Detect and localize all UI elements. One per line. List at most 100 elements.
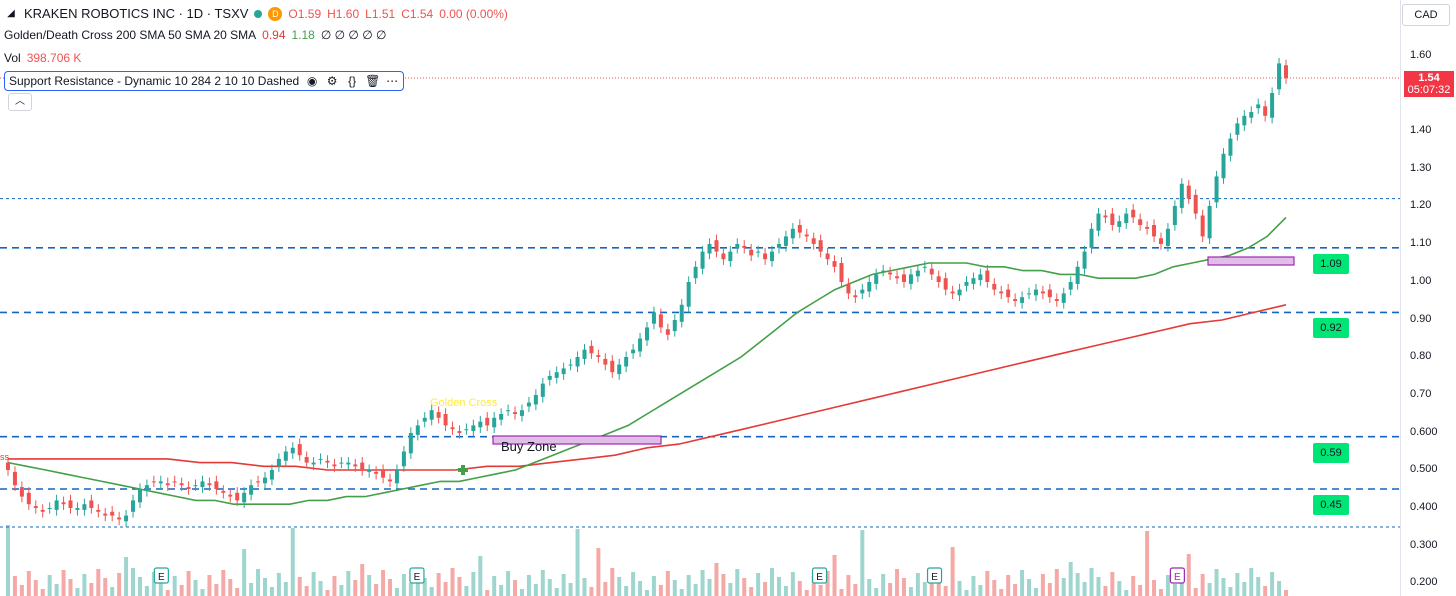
status-dot-icon: [254, 9, 263, 18]
candle: [110, 506, 115, 522]
volume-bar: [950, 547, 955, 596]
volume-bar: [75, 588, 80, 596]
volume-bar: [846, 575, 851, 596]
volume-bar: [790, 572, 795, 596]
volume-bar: [6, 525, 10, 596]
chevron-up-icon[interactable]: ︿: [8, 93, 32, 111]
candle: [832, 255, 837, 273]
volume-bar: [1284, 590, 1288, 596]
candle: [679, 299, 684, 328]
candle: [318, 453, 323, 465]
candle: [388, 473, 393, 488]
volume-bar: [707, 579, 712, 596]
volume-bar: [1165, 575, 1170, 596]
sr-legend[interactable]: Support Resistance - Dynamic 10 284 2 10…: [4, 71, 405, 91]
candle: [1006, 283, 1011, 303]
volume-bar: [797, 581, 802, 596]
y-tick-label: 1.10: [1410, 237, 1432, 249]
candle: [526, 396, 531, 413]
indicator-legend[interactable]: Golden/Death Cross 200 SMA 50 SMA 20 SMA…: [4, 28, 386, 42]
symbol-title[interactable]: KRAKEN ROBOTICS INC · 1D · TSXV: [24, 6, 249, 21]
volume-bar: [811, 576, 816, 596]
volume-bar: [249, 583, 254, 596]
volume-bar: [1054, 569, 1059, 596]
indicator-empty-values: ∅ ∅ ∅ ∅ ∅: [320, 28, 387, 42]
volume-legend[interactable]: Vol 398.706 K: [4, 51, 81, 65]
volume-bar: [325, 590, 330, 596]
candle: [804, 228, 809, 243]
volume-bar: [332, 576, 337, 596]
candle: [457, 425, 462, 439]
braces-icon[interactable]: {}: [348, 74, 357, 88]
price-chart[interactable]: Golden Cross Buy Zone ss E E E E E: [0, 0, 1400, 596]
volume-bar: [1249, 568, 1254, 596]
y-tick-label: 0.600: [1410, 426, 1438, 438]
candle: [54, 494, 59, 516]
volume-bar: [853, 584, 858, 596]
candle: [450, 421, 455, 435]
volume-bar: [339, 585, 344, 596]
candle: [950, 285, 955, 300]
currency-selector[interactable]: CAD: [1402, 4, 1450, 26]
volume-bar: [1082, 582, 1087, 596]
candle: [651, 306, 656, 330]
volume-bar: [221, 570, 226, 596]
candle: [464, 423, 469, 435]
candle: [596, 349, 601, 363]
volume-bar: [985, 571, 990, 596]
candle: [471, 419, 476, 437]
indicator-name[interactable]: Golden/Death Cross 200 SMA 50 SMA 20 SMA: [4, 28, 257, 42]
price-axis[interactable]: [1400, 0, 1456, 596]
candle: [492, 412, 497, 433]
volume-bar: [200, 589, 205, 596]
volume-bar: [506, 571, 511, 596]
candle: [749, 244, 754, 262]
gear-icon[interactable]: ⚙: [326, 74, 338, 88]
candle: [89, 494, 94, 514]
earnings-icon: E: [811, 567, 828, 584]
candle: [26, 487, 31, 510]
eye-icon[interactable]: ◉: [306, 74, 318, 88]
volume-bar: [783, 586, 788, 596]
candle: [137, 483, 142, 508]
current-price-label: 1.54 05:07:32: [1404, 71, 1454, 97]
symbol-legend[interactable]: ◢ KRAKEN ROBOTICS INC · 1D · TSXV D O1.5…: [4, 6, 508, 21]
candle: [825, 247, 830, 265]
more-icon[interactable]: ⋯: [386, 74, 399, 88]
top-zone-box: [1207, 256, 1295, 266]
candle: [575, 351, 580, 373]
sr-level-label: 1.09: [1313, 253, 1349, 274]
volume-bar: [1186, 554, 1191, 596]
candle: [408, 427, 413, 459]
volume-bar: [346, 571, 351, 596]
volume-bar: [12, 576, 17, 596]
sr-level-label: 0.59: [1313, 442, 1349, 463]
candle: [228, 489, 233, 503]
candle: [957, 283, 962, 301]
volume-bar: [915, 573, 920, 596]
candle: [200, 475, 205, 493]
trash-icon[interactable]: 🗑: [365, 74, 381, 88]
volume-bar: [672, 580, 677, 596]
volume-bar: [1047, 583, 1052, 596]
candle: [381, 464, 386, 484]
volume-bar: [436, 573, 441, 596]
candle: [1277, 57, 1282, 95]
volume-bar: [825, 571, 830, 596]
volume-bar: [360, 564, 365, 596]
candle: [1047, 283, 1052, 303]
earnings-icon: E: [153, 567, 169, 584]
candle: [881, 264, 886, 277]
volume-bar: [1214, 569, 1219, 596]
volume-bar: [179, 585, 184, 596]
volume-bar: [82, 574, 87, 596]
delay-badge: D: [268, 6, 283, 21]
volume-bar: [151, 572, 156, 596]
sr-indicator-name[interactable]: Support Resistance - Dynamic 10 284 2 10…: [9, 74, 300, 88]
volume-bar: [318, 581, 323, 596]
candle: [1256, 98, 1261, 114]
volume-bar: [1256, 577, 1261, 596]
volume-bar: [1270, 572, 1275, 596]
candle: [82, 498, 87, 516]
